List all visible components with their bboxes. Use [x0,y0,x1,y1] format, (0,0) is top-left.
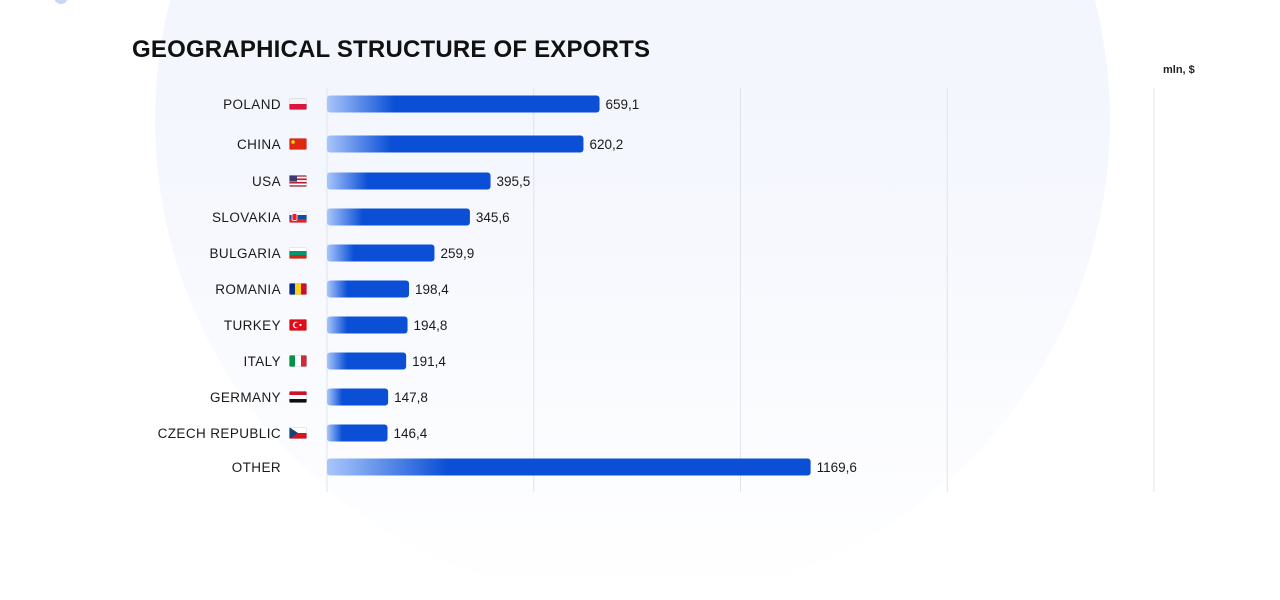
category-label: TURKEY [224,318,281,333]
bar-row: CHINA 620,2 [237,135,623,153]
category-label: POLAND [223,97,281,112]
bar [327,458,811,476]
germany-flag-icon [289,391,307,403]
value-label: 147,8 [394,390,428,405]
bar [327,352,407,370]
bar [327,244,435,262]
bar [327,95,600,113]
bar-chart: POLAND 659,1 CHINA 620,2 USA 395,5 SLOVAKIA 345… [158,88,1155,492]
value-label: 659,1 [606,97,640,112]
category-label: OTHER [232,460,281,475]
bar-row: POLAND 659,1 [223,95,640,113]
logo-icon [54,0,68,4]
category-label: CZECH REPUBLIC [158,426,281,441]
czech-republic-flag-icon [289,427,307,439]
bar [327,388,389,406]
unit-label: mln, $ [1163,64,1195,76]
usa-flag-icon [289,175,307,187]
value-label: 620,2 [589,137,623,152]
poland-flag-icon [289,98,307,110]
bar [327,424,388,442]
bar-row: BULGARIA 259,9 [210,244,474,262]
value-label: 191,4 [412,354,446,369]
turkey-flag-icon [289,319,307,331]
category-label: ROMANIA [215,282,281,297]
category-label: BULGARIA [210,246,281,261]
romania-flag-icon [289,283,307,295]
bulgaria-flag-icon [289,247,307,259]
bar [327,135,584,153]
bar [327,280,410,298]
bar-row: ITALY 191,4 [243,352,446,370]
category-label: ITALY [243,354,281,369]
value-label: 395,5 [497,174,531,189]
bar-row: USA 395,5 [252,172,531,190]
bar-row: ROMANIA 198,4 [215,280,449,298]
bar [327,316,408,334]
chart-title: GEOGRAPHICAL STRUCTURE OF EXPORTS [132,36,651,63]
value-label: 259,9 [440,246,474,261]
italy-flag-icon [289,355,307,367]
bar-row: OTHER 1169,6 [232,458,857,476]
value-label: 194,8 [414,318,448,333]
category-label: GERMANY [210,390,281,405]
value-label: 345,6 [476,210,510,225]
bar-row: GERMANY 147,8 [210,388,428,406]
china-flag-icon [289,138,307,150]
value-label: 198,4 [415,282,449,297]
value-label: 146,4 [394,426,428,441]
bar-row: SLOVAKIA 345,6 [212,208,510,226]
category-label: CHINA [237,137,281,152]
bar-row: CZECH REPUBLIC 146,4 [158,424,428,442]
value-label: 1169,6 [817,460,857,475]
bar [327,172,491,190]
slovakia-flag-icon [289,211,307,223]
category-label: USA [252,174,281,189]
bar [327,208,470,226]
bar-row: TURKEY 194,8 [224,316,448,334]
category-label: SLOVAKIA [212,210,281,225]
